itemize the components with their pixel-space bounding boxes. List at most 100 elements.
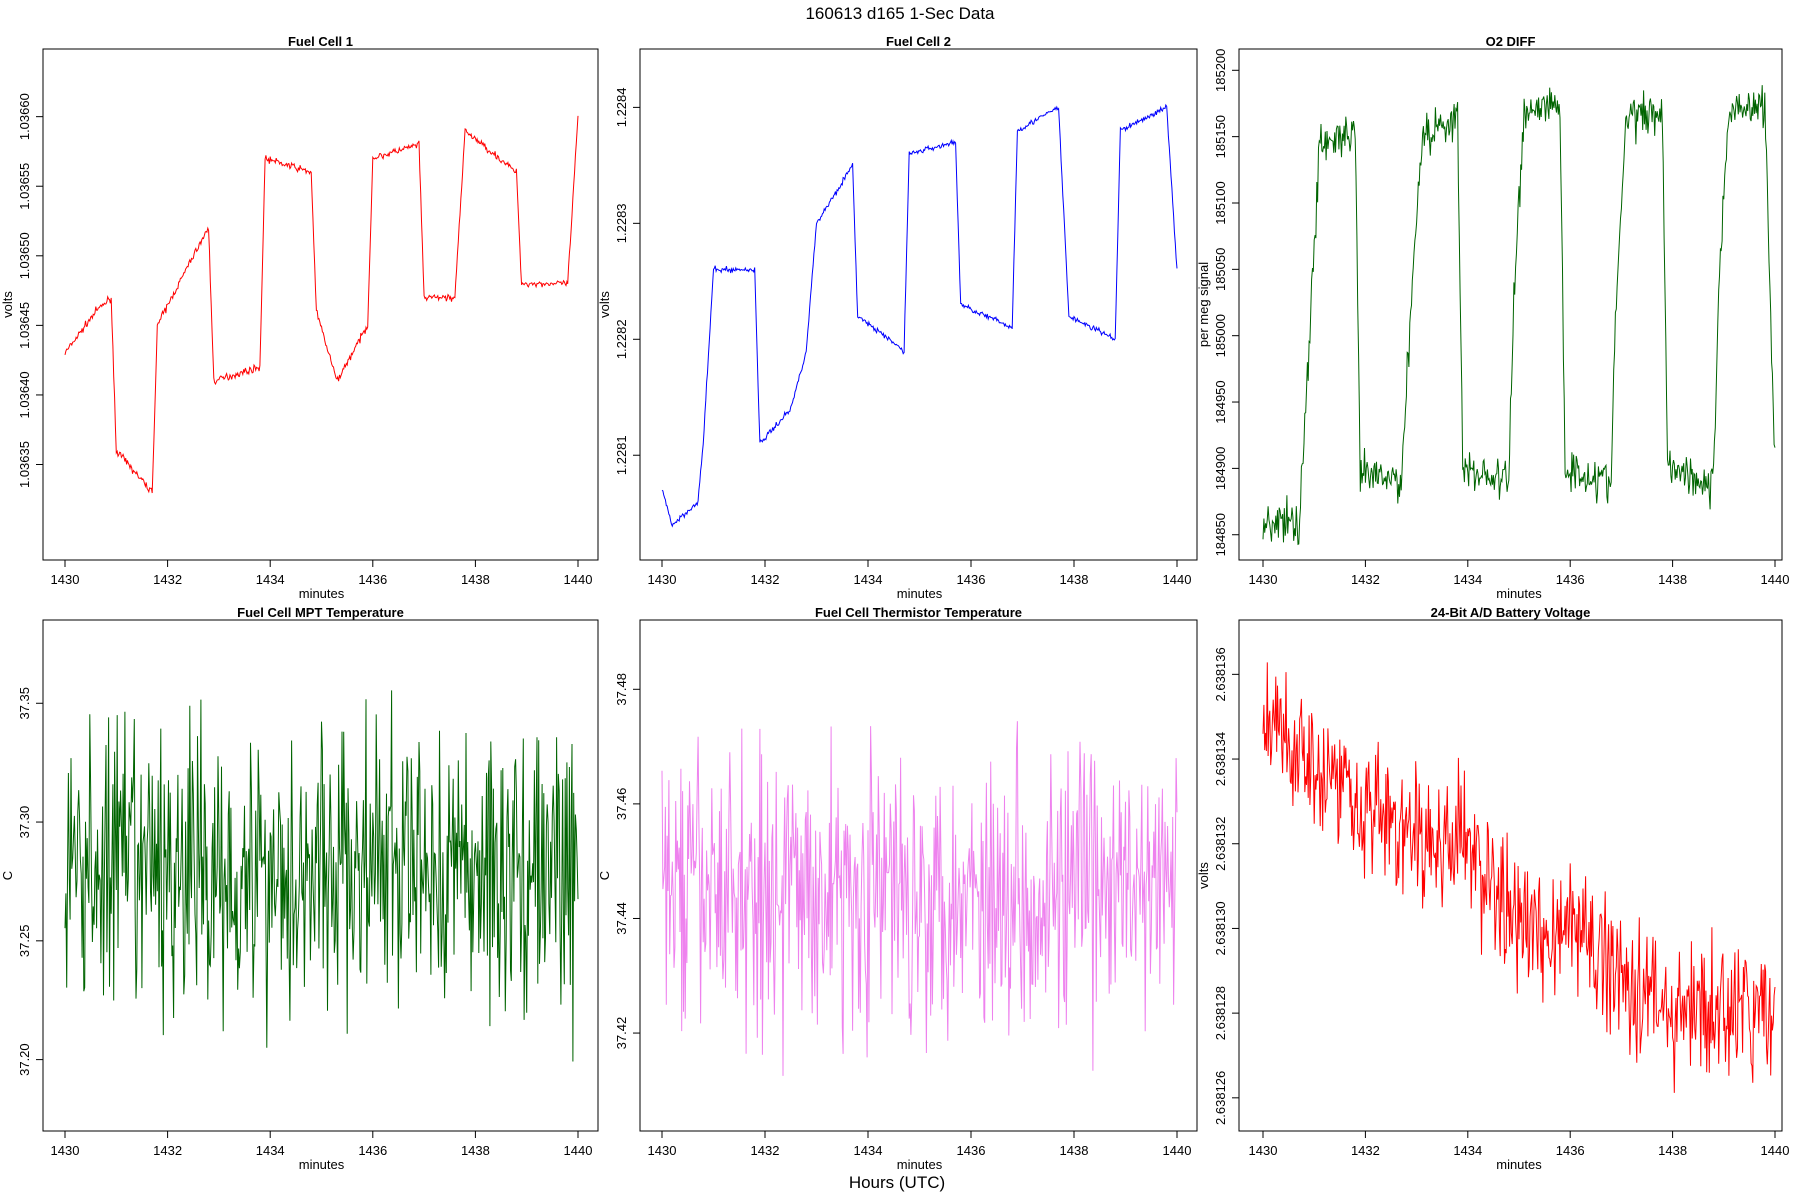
x-tick-label: 1434 <box>1453 572 1482 587</box>
plot-frame <box>42 619 599 1132</box>
x-tick-label: 1438 <box>461 1143 490 1158</box>
x-tick-label: 1434 <box>256 572 285 587</box>
y-tick-label: 1.03655 <box>17 163 32 210</box>
y-tick-label: 1.03660 <box>17 93 32 140</box>
x-tick-label: 1436 <box>957 572 986 587</box>
y-tick-label: 185000 <box>1213 314 1228 357</box>
x-tick-label: 1440 <box>564 572 593 587</box>
x-tick-label: 1438 <box>1060 572 1089 587</box>
y-tick-label: 37.30 <box>17 806 32 839</box>
series-line <box>661 721 1178 1076</box>
y-tick-label: 1.03635 <box>17 441 32 488</box>
x-tick-label: 1440 <box>1163 572 1192 587</box>
y-axis-label: volts <box>1196 862 1211 889</box>
x-tick-label: 1436 <box>358 572 387 587</box>
x-tick-label: 1432 <box>1351 1143 1380 1158</box>
chart-panel: 24-Bit A/D Battery Voltage 1430 1432 1434 14… <box>1196 605 1789 1172</box>
y-tick-label: 1.2281 <box>614 435 629 475</box>
y-tick-label: 184850 <box>1213 513 1228 556</box>
y-axis-label: per meg signal <box>1196 262 1211 347</box>
y-tick-label: 185200 <box>1213 49 1228 92</box>
x-tick-label: 1434 <box>854 1143 883 1158</box>
y-tick-label: 37.42 <box>614 1017 629 1050</box>
y-tick-label: 2.638132 <box>1213 817 1228 871</box>
x-tick-label: 1440 <box>1163 1143 1192 1158</box>
y-tick-label: 37.20 <box>17 1043 32 1076</box>
chart-title: Fuel Cell Thermistor Temperature <box>815 605 1022 620</box>
x-tick-label: 1432 <box>1351 572 1380 587</box>
y-tick-label: 2.638126 <box>1213 1071 1228 1125</box>
x-tick-label: 1434 <box>256 1143 285 1158</box>
y-tick-label: 2.638130 <box>1213 901 1228 955</box>
x-axis-label: minutes <box>299 1157 345 1172</box>
series-line <box>661 103 1178 528</box>
x-tick-label: 1430 <box>51 1143 80 1158</box>
figure-title: 160613 d165 1-Sec Data <box>805 4 995 23</box>
y-axis-label: C <box>0 871 15 880</box>
x-tick-label: 1434 <box>854 572 883 587</box>
x-axis-label: minutes <box>299 586 345 601</box>
chart-title: Fuel Cell MPT Temperature <box>237 605 404 620</box>
y-tick-label: 1.2282 <box>614 319 629 359</box>
x-tick-label: 1430 <box>648 1143 677 1158</box>
x-tick-label: 1438 <box>461 572 490 587</box>
y-tick-label: 1.03640 <box>17 371 32 418</box>
y-tick-label: 2.638136 <box>1213 647 1228 701</box>
series-line <box>1262 662 1776 1093</box>
chart-title: Fuel Cell 1 <box>288 34 353 49</box>
series-line <box>1262 85 1776 546</box>
x-tick-label: 1436 <box>358 1143 387 1158</box>
y-tick-label: 1.03645 <box>17 302 32 349</box>
y-tick-label: 1.2283 <box>614 203 629 243</box>
x-tick-label: 1432 <box>153 572 182 587</box>
x-axis-label: minutes <box>1496 586 1542 601</box>
y-tick-label: 184900 <box>1213 447 1228 490</box>
series-line <box>64 690 579 1062</box>
x-tick-label: 1436 <box>1556 1143 1585 1158</box>
x-tick-label: 1438 <box>1658 572 1687 587</box>
x-axis-label: minutes <box>1496 1157 1542 1172</box>
y-tick-label: 37.44 <box>614 902 629 935</box>
chart-panel: Fuel Cell MPT Temperature 1430 1432 1434 143… <box>0 605 599 1172</box>
series-line <box>64 115 579 494</box>
chart-title: Fuel Cell 2 <box>886 34 951 49</box>
x-tick-label: 1430 <box>1249 572 1278 587</box>
y-tick-label: 1.2284 <box>614 87 629 127</box>
y-tick-label: 2.638128 <box>1213 986 1228 1040</box>
figure-xlabel: Hours (UTC) <box>849 1173 945 1192</box>
plot-frame <box>1238 48 1783 561</box>
x-tick-label: 1438 <box>1060 1143 1089 1158</box>
x-tick-label: 1440 <box>1761 572 1790 587</box>
x-tick-label: 1430 <box>1249 1143 1278 1158</box>
x-tick-label: 1432 <box>153 1143 182 1158</box>
x-tick-label: 1430 <box>51 572 80 587</box>
plot-frame <box>639 48 1198 561</box>
y-tick-label: 185150 <box>1213 115 1228 158</box>
y-axis-label: volts <box>0 291 15 318</box>
y-tick-label: 1.03650 <box>17 232 32 279</box>
plot-frame <box>1238 619 1783 1132</box>
x-tick-label: 1438 <box>1658 1143 1687 1158</box>
chart-panel: Fuel Cell 2 1430 1432 1434 1436 1438 1440 minut… <box>597 34 1198 601</box>
x-tick-label: 1436 <box>1556 572 1585 587</box>
plot-frame <box>42 48 599 561</box>
x-tick-label: 1434 <box>1453 1143 1482 1158</box>
x-tick-label: 1430 <box>648 572 677 587</box>
y-axis-label: C <box>597 871 612 880</box>
y-tick-label: 185100 <box>1213 181 1228 224</box>
chart-panel: O2 DIFF 1430 1432 1434 1436 1438 1440 minutes 18… <box>1196 34 1789 601</box>
y-tick-label: 37.46 <box>614 788 629 821</box>
panels: Fuel Cell 1 1430 1432 1434 1436 1438 1440 minut… <box>0 34 1789 1172</box>
x-tick-label: 1432 <box>751 572 780 587</box>
y-axis-label: volts <box>597 291 612 318</box>
y-tick-label: 184950 <box>1213 380 1228 423</box>
y-tick-label: 185050 <box>1213 248 1228 291</box>
y-tick-label: 37.48 <box>614 673 629 706</box>
chart-panel: Fuel Cell Thermistor Temperature 1430 1432… <box>597 605 1198 1172</box>
x-tick-label: 1436 <box>957 1143 986 1158</box>
chart-title: 24-Bit A/D Battery Voltage <box>1431 605 1591 620</box>
x-tick-label: 1440 <box>564 1143 593 1158</box>
x-axis-label: minutes <box>897 586 943 601</box>
y-tick-label: 2.638134 <box>1213 732 1228 786</box>
